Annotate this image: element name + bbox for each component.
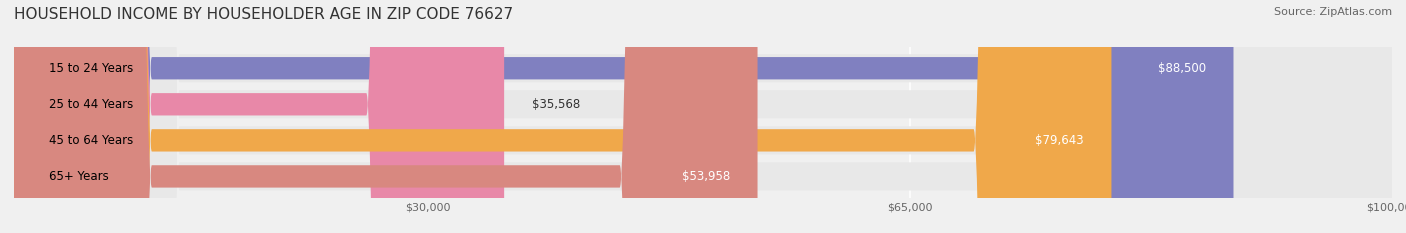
Text: $79,643: $79,643: [1035, 134, 1084, 147]
FancyBboxPatch shape: [14, 0, 505, 233]
Text: 65+ Years: 65+ Years: [48, 170, 108, 183]
FancyBboxPatch shape: [14, 0, 1112, 233]
Text: 45 to 64 Years: 45 to 64 Years: [48, 134, 132, 147]
Text: HOUSEHOLD INCOME BY HOUSEHOLDER AGE IN ZIP CODE 76627: HOUSEHOLD INCOME BY HOUSEHOLDER AGE IN Z…: [14, 7, 513, 22]
Text: $88,500: $88,500: [1157, 62, 1206, 75]
Text: 15 to 24 Years: 15 to 24 Years: [48, 62, 132, 75]
FancyBboxPatch shape: [14, 0, 1392, 233]
Text: $53,958: $53,958: [682, 170, 730, 183]
Text: 25 to 44 Years: 25 to 44 Years: [48, 98, 132, 111]
FancyBboxPatch shape: [14, 0, 1392, 233]
Text: Source: ZipAtlas.com: Source: ZipAtlas.com: [1274, 7, 1392, 17]
FancyBboxPatch shape: [14, 0, 758, 233]
FancyBboxPatch shape: [14, 0, 1392, 233]
FancyBboxPatch shape: [14, 0, 1392, 233]
Text: $35,568: $35,568: [531, 98, 579, 111]
FancyBboxPatch shape: [14, 0, 1233, 233]
